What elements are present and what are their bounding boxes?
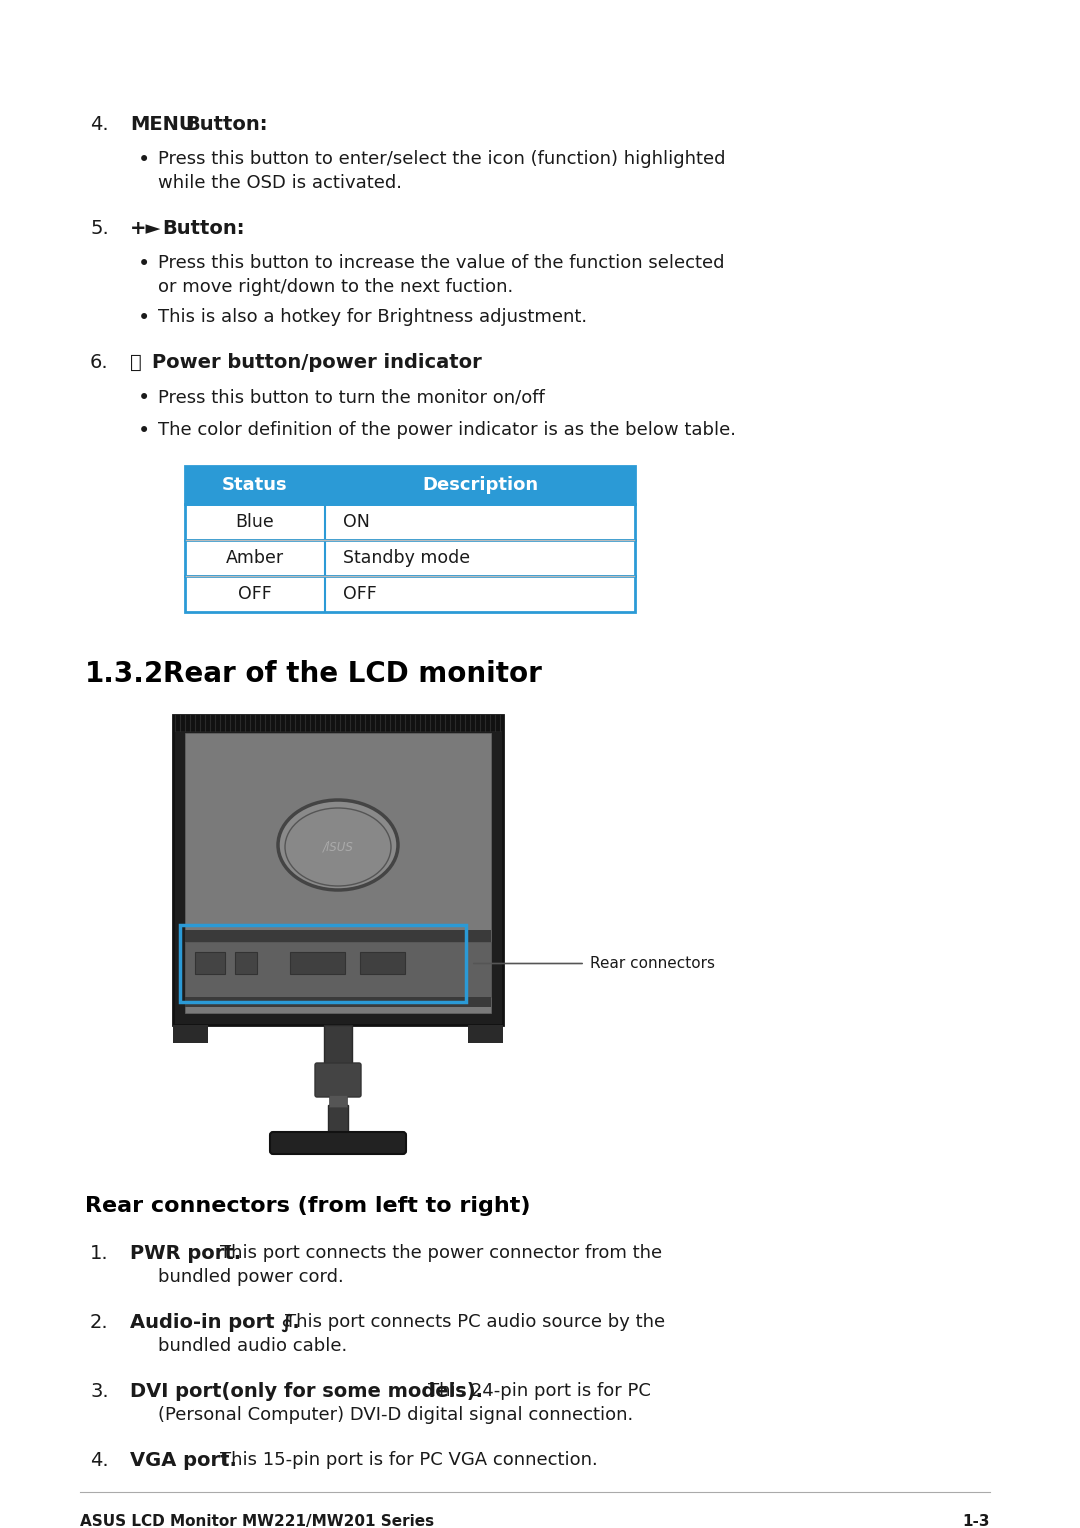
Text: 1.: 1. [90,1244,109,1264]
FancyBboxPatch shape [291,952,345,973]
FancyBboxPatch shape [185,539,635,576]
Text: Button:: Button: [162,219,244,238]
Text: 6.: 6. [90,353,109,371]
Text: Rear connectors: Rear connectors [590,957,715,970]
Text: Audio-in port ⨐.: Audio-in port ⨐. [130,1313,300,1332]
Text: Rear of the LCD monitor: Rear of the LCD monitor [163,660,542,688]
Text: •: • [138,388,150,408]
FancyBboxPatch shape [173,1025,208,1044]
Text: The color definition of the power indicator is as the below table.: The color definition of the power indica… [158,422,735,439]
FancyBboxPatch shape [185,576,635,613]
Text: bundled audio cable.: bundled audio cable. [158,1337,348,1355]
FancyBboxPatch shape [328,1105,348,1135]
Text: 4.: 4. [90,1452,109,1470]
FancyBboxPatch shape [185,504,635,539]
Text: Press this button to increase the value of the function selected: Press this button to increase the value … [158,254,725,272]
Text: 2.: 2. [90,1313,109,1332]
Ellipse shape [278,801,399,889]
Text: Button:: Button: [185,115,268,134]
FancyBboxPatch shape [195,952,225,973]
FancyBboxPatch shape [235,952,257,973]
Text: DVI port(only for some models).: DVI port(only for some models). [130,1381,483,1401]
Text: or move right/down to the next fuction.: or move right/down to the next fuction. [158,278,513,296]
Text: 5.: 5. [90,219,109,238]
Text: This port connects the power connector from the: This port connects the power connector f… [220,1244,662,1262]
Text: Rear connectors (from left to right): Rear connectors (from left to right) [85,1196,530,1216]
FancyBboxPatch shape [185,733,491,1013]
Text: •: • [138,309,150,329]
Text: •: • [138,150,150,170]
Text: Amber: Amber [226,549,284,567]
Text: +►: +► [130,219,162,238]
FancyBboxPatch shape [360,952,405,973]
Text: MENU: MENU [130,115,194,134]
Text: VGA port.: VGA port. [130,1452,237,1470]
Text: bundled power cord.: bundled power cord. [158,1268,343,1287]
FancyBboxPatch shape [315,1063,361,1097]
Text: 1.3.2: 1.3.2 [85,660,164,688]
Text: /lSUS: /lSUS [323,840,353,854]
FancyBboxPatch shape [173,715,503,1025]
Text: •: • [138,422,150,442]
Text: (Personal Computer) DVI-D digital signal connection.: (Personal Computer) DVI-D digital signal… [158,1406,633,1424]
Ellipse shape [285,808,391,886]
Text: This port connects PC audio source by the: This port connects PC audio source by th… [285,1313,665,1331]
Text: ASUS LCD Monitor MW221/MW201 Series: ASUS LCD Monitor MW221/MW201 Series [80,1514,434,1528]
Text: Power button/power indicator: Power button/power indicator [152,353,482,371]
Text: This is also a hotkey for Brightness adjustment.: This is also a hotkey for Brightness adj… [158,309,588,325]
Text: OFF: OFF [238,585,272,604]
Text: while the OSD is activated.: while the OSD is activated. [158,174,402,193]
Text: ON: ON [343,513,369,532]
Text: This 15-pin port is for PC VGA connection.: This 15-pin port is for PC VGA connectio… [220,1452,597,1468]
FancyBboxPatch shape [324,1025,352,1065]
Text: OFF: OFF [343,585,377,604]
Text: ⏻: ⏻ [130,353,141,371]
FancyBboxPatch shape [185,466,635,504]
Text: Status: Status [222,477,287,494]
Text: 4.: 4. [90,115,109,134]
FancyBboxPatch shape [185,931,491,941]
FancyBboxPatch shape [468,1025,503,1044]
FancyBboxPatch shape [185,996,491,1007]
Text: Press this button to turn the monitor on/off: Press this button to turn the monitor on… [158,388,544,406]
Text: 3.: 3. [90,1381,109,1401]
FancyBboxPatch shape [270,1132,406,1154]
FancyBboxPatch shape [173,715,503,730]
Text: Blue: Blue [235,513,274,532]
Text: Standby mode: Standby mode [343,549,470,567]
Text: Description: Description [422,477,538,494]
Text: 1-3: 1-3 [962,1514,990,1528]
Text: Press this button to enter/select the icon (function) highlighted: Press this button to enter/select the ic… [158,150,726,168]
Text: PWR port.: PWR port. [130,1244,241,1264]
FancyBboxPatch shape [185,941,491,996]
FancyBboxPatch shape [329,1096,347,1106]
Text: •: • [138,254,150,274]
Text: This 24-pin port is for PC: This 24-pin port is for PC [428,1381,651,1400]
